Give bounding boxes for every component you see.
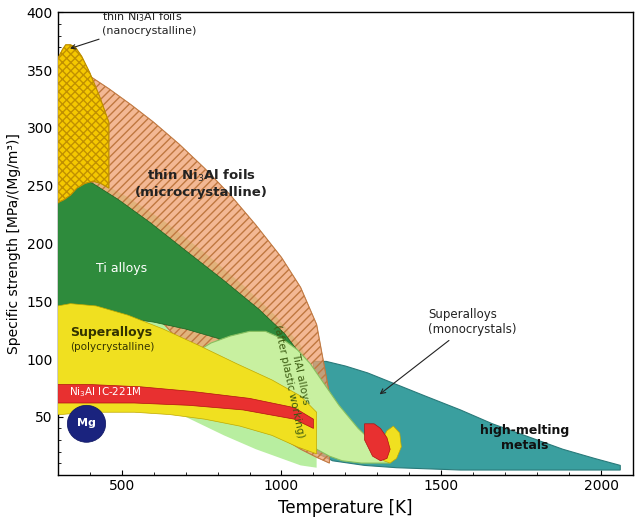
Text: Superalloys: Superalloys	[70, 326, 153, 339]
Polygon shape	[186, 331, 390, 463]
Polygon shape	[314, 362, 620, 470]
Polygon shape	[58, 45, 109, 203]
Text: Ni$_3$Al IC-221M: Ni$_3$Al IC-221M	[69, 385, 141, 399]
Polygon shape	[381, 426, 401, 463]
Polygon shape	[58, 177, 317, 468]
Y-axis label: Specific strength [MPa/(Mg/m³)]: Specific strength [MPa/(Mg/m³)]	[7, 133, 21, 354]
Text: thin Ni$_3$Al foils
(nanocrystalline): thin Ni$_3$Al foils (nanocrystalline)	[71, 10, 197, 49]
Text: thin Ni$_3$Al foils
(microcrystalline): thin Ni$_3$Al foils (microcrystalline)	[135, 168, 268, 199]
Text: TiAl alloys
(after plastic working): TiAl alloys (after plastic working)	[272, 321, 317, 439]
Text: high-melting
metals: high-melting metals	[480, 424, 569, 452]
X-axis label: Temperature [K]: Temperature [K]	[278, 499, 413, 517]
Ellipse shape	[67, 405, 106, 442]
Polygon shape	[58, 303, 317, 454]
Polygon shape	[60, 70, 330, 463]
Text: Mg: Mg	[77, 418, 96, 428]
Polygon shape	[58, 177, 317, 401]
Text: Ti alloys: Ti alloys	[96, 263, 147, 276]
Text: (polycrystalline): (polycrystalline)	[70, 342, 155, 352]
Text: Superalloys
(monocrystals): Superalloys (monocrystals)	[381, 308, 517, 394]
Polygon shape	[58, 385, 314, 429]
Polygon shape	[365, 424, 390, 461]
